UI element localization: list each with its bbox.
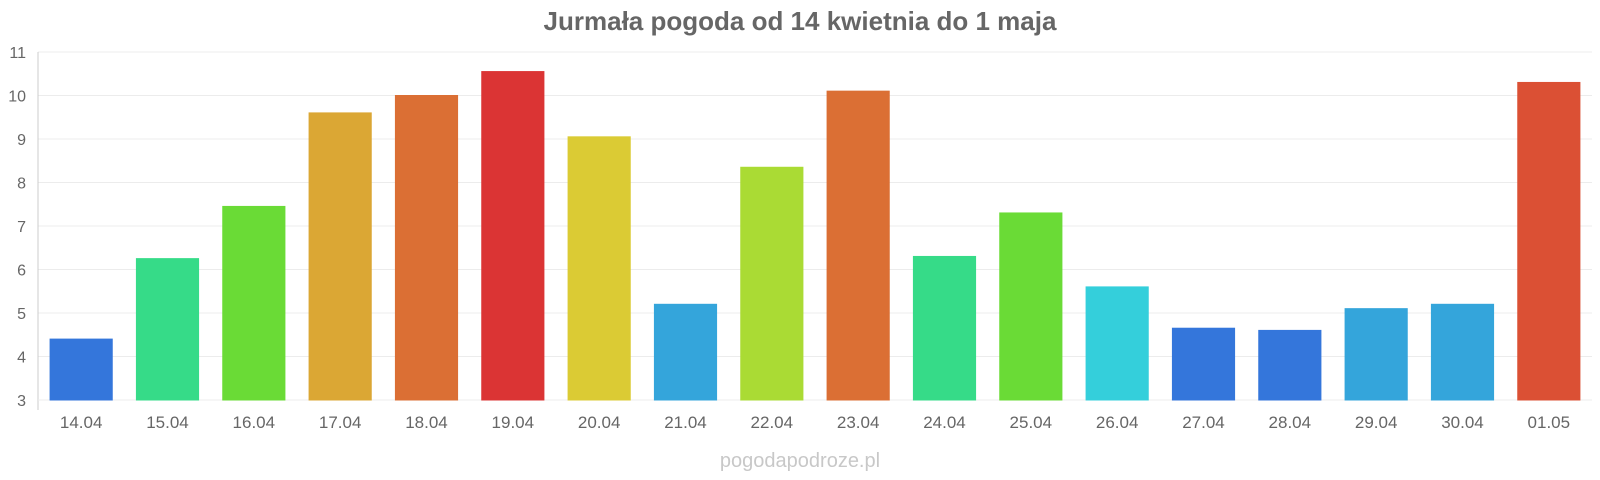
bar-01.05 <box>1517 81 1581 401</box>
bar-22.04 <box>740 166 804 401</box>
y-tick-label: 10 <box>8 89 26 106</box>
y-tick-label: 8 <box>17 176 26 193</box>
x-tick-label: 16.04 <box>233 413 276 432</box>
y-tick-label: 11 <box>9 45 26 62</box>
bar-19.04 <box>481 71 545 401</box>
bar-17.04 <box>308 112 372 401</box>
x-tick-label: 25.04 <box>1010 413 1053 432</box>
bar-24.04 <box>912 255 977 401</box>
x-tick-label: 14.04 <box>60 413 103 432</box>
x-tick-label: 28.04 <box>1269 413 1312 432</box>
x-tick-label: 23.04 <box>837 413 880 432</box>
bar-20.04 <box>567 136 631 401</box>
x-tick-label: 21.04 <box>664 413 707 432</box>
x-tick-label: 30.04 <box>1441 413 1484 432</box>
y-tick-label: 5 <box>17 306 26 323</box>
bar-21.04 <box>653 303 718 401</box>
bar-27.04 <box>1171 327 1236 401</box>
y-tick-label: 3 <box>17 393 26 410</box>
chart-title: Jurmała pogoda od 14 kwietnia do 1 maja <box>543 6 1057 36</box>
x-tick-label: 19.04 <box>492 413 535 432</box>
x-tick-label: 24.04 <box>923 413 966 432</box>
bar-29.04 <box>1344 308 1408 401</box>
y-tick-label: 9 <box>17 132 26 149</box>
bar-14.04 <box>49 338 113 401</box>
bar-28.04 <box>1258 329 1322 401</box>
bar-23.04 <box>826 90 890 401</box>
x-tick-label: 18.04 <box>405 413 448 432</box>
watermark: pogodapodroze.pl <box>719 450 881 472</box>
bar-18.04 <box>394 95 459 401</box>
bar-15.04 <box>135 258 200 401</box>
x-tick-label: 20.04 <box>578 413 621 432</box>
bars <box>49 71 1581 401</box>
x-tick-label: 22.04 <box>751 413 794 432</box>
x-tick-label: 15.04 <box>146 413 189 432</box>
x-tick-label: 27.04 <box>1182 413 1225 432</box>
bar-16.04 <box>222 205 286 401</box>
y-tick-label: 6 <box>17 263 26 280</box>
x-tick-label: 17.04 <box>319 413 362 432</box>
x-tick-label: 26.04 <box>1096 413 1139 432</box>
y-tick-label: 7 <box>17 219 26 236</box>
tick-labels: 3 4 5 6 7 8 9 10 11 14.04 15.04 16.04 17.04 18.04 19.0… <box>8 45 1570 432</box>
bar-26.04 <box>1085 286 1149 401</box>
bar-25.04 <box>999 212 1063 401</box>
x-tick-label: 29.04 <box>1355 413 1398 432</box>
bar-30.04 <box>1430 303 1495 401</box>
y-tick-label: 4 <box>17 350 26 367</box>
x-tick-label: 01.05 <box>1528 413 1571 432</box>
axes <box>37 52 1592 410</box>
